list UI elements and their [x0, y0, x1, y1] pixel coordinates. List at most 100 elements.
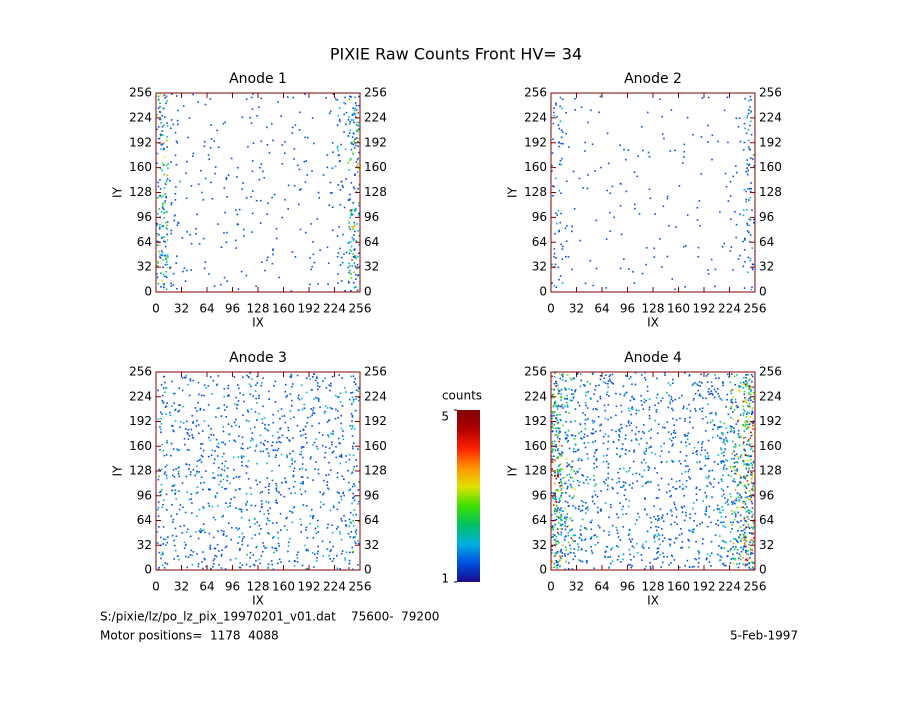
count-pixel [620, 183, 622, 185]
count-pixel [331, 206, 334, 209]
count-pixel [726, 373, 729, 376]
count-pixel [338, 501, 340, 504]
count-pixel [322, 434, 324, 436]
count-pixel [347, 533, 350, 535]
count-pixel [243, 535, 245, 538]
count-pixel [350, 276, 353, 279]
count-pixel [747, 550, 749, 552]
count-pixel [159, 490, 162, 493]
count-pixel [558, 440, 561, 443]
count-pixel [552, 194, 554, 197]
count-pixel [566, 404, 569, 407]
x-tick-label: 160 [272, 302, 295, 316]
count-pixel [734, 210, 736, 213]
count-pixel [258, 178, 261, 181]
count-pixel [574, 98, 576, 100]
count-pixel [618, 429, 620, 431]
count-pixel [327, 283, 329, 286]
count-pixel [315, 461, 317, 463]
count-pixel [736, 485, 739, 487]
count-pixel [352, 226, 355, 228]
count-pixel [355, 109, 358, 111]
count-pixel [275, 487, 278, 490]
count-pixel [638, 516, 641, 518]
count-pixel [166, 441, 168, 444]
count-pixel [619, 144, 621, 147]
count-pixel [250, 196, 252, 198]
count-pixel [670, 398, 673, 401]
count-pixel [342, 430, 344, 432]
count-pixel [599, 378, 602, 381]
count-pixel [178, 466, 181, 468]
count-pixel [234, 489, 237, 491]
count-pixel [263, 176, 266, 179]
count-pixel [353, 146, 356, 149]
count-pixel [192, 422, 194, 424]
count-pixel [252, 93, 254, 95]
count-pixel [348, 132, 351, 134]
count-pixel [585, 479, 588, 481]
count-pixel [160, 493, 162, 496]
count-pixel [559, 373, 561, 376]
count-pixel [731, 401, 734, 404]
count-pixel [748, 495, 751, 497]
count-pixel [262, 377, 265, 380]
count-pixel [666, 421, 669, 423]
count-pixel [720, 425, 723, 428]
count-pixel [286, 516, 288, 519]
count-pixel [746, 411, 749, 413]
count-pixel [255, 559, 257, 562]
count-pixel [159, 426, 161, 428]
count-pixel [746, 383, 749, 385]
count-pixel [293, 185, 296, 187]
count-pixel [648, 188, 651, 191]
count-pixel [354, 542, 357, 544]
y2-tick-label: 160 [759, 160, 782, 174]
count-pixel [567, 434, 569, 437]
count-pixel [240, 447, 243, 449]
count-pixel [675, 508, 678, 511]
count-pixel [300, 450, 302, 453]
count-pixel [555, 498, 558, 501]
count-pixel [709, 469, 711, 472]
count-pixel [634, 383, 637, 386]
count-pixel [233, 468, 235, 471]
count-pixel [170, 201, 173, 204]
count-pixel [683, 433, 686, 436]
count-pixel [159, 118, 161, 121]
count-pixel [224, 121, 227, 124]
count-pixel [569, 552, 572, 554]
count-pixel [730, 392, 733, 395]
count-pixel [163, 538, 165, 541]
count-pixel [748, 388, 750, 391]
count-pixel [733, 431, 736, 434]
count-pixel [592, 432, 595, 435]
y-axis-label: IY [111, 186, 125, 198]
count-pixel [227, 433, 230, 435]
count-pixel [188, 117, 191, 119]
count-pixel [211, 197, 214, 200]
count-pixel [751, 507, 754, 509]
count-pixel [571, 460, 574, 463]
count-pixel [751, 447, 753, 449]
count-pixel [316, 377, 318, 379]
count-pixel [331, 167, 334, 170]
count-pixel [336, 145, 339, 148]
count-pixel [202, 488, 204, 491]
count-pixel [574, 408, 577, 410]
count-pixel [175, 163, 178, 166]
count-pixel [751, 562, 754, 564]
count-pixel [748, 532, 751, 534]
count-pixel [223, 395, 226, 398]
count-pixel [729, 493, 732, 495]
count-pixel [732, 545, 734, 548]
count-pixel [555, 510, 558, 513]
y-tick-label: 192 [524, 414, 547, 428]
count-pixel [249, 556, 251, 559]
count-pixel [583, 433, 586, 436]
count-pixel [625, 449, 627, 451]
count-pixel [210, 181, 212, 184]
count-pixel [669, 150, 672, 152]
motor-label: Motor positions= 1178 4088 [100, 629, 279, 643]
count-pixel [729, 250, 732, 252]
